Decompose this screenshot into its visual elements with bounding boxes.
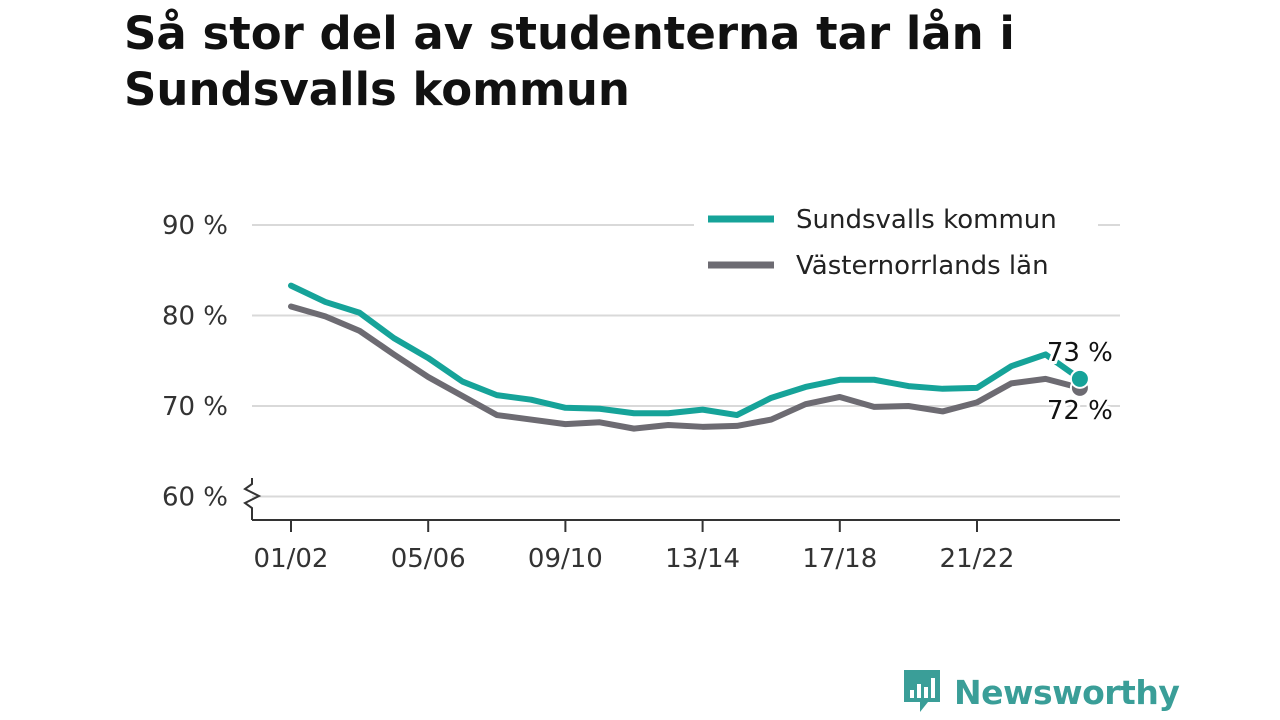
chart-title: Så stor del av studenterna tar lån i Sun… [124, 7, 1015, 116]
series-line-vasternorrlands-lan [288, 303, 1083, 432]
legend-label-vasternorrlands-lan: Västernorrlands län [796, 251, 1049, 281]
end-marker-sundsvalls-kommun [1069, 368, 1090, 389]
y-tick-label-80: 80 % [162, 302, 228, 332]
y-tick-label-90: 90 % [162, 211, 228, 241]
bar-chart-speech-bubble-icon [904, 670, 940, 712]
x-tick-label-09-10: 09/10 [528, 544, 603, 574]
axis-break-icon [243, 478, 262, 520]
legend-label-sundsvalls-kommun: Sundsvalls kommun [796, 205, 1057, 235]
series-line-sundsvalls-kommun [288, 282, 1083, 419]
x-axis [243, 478, 1120, 532]
legend: Sundsvalls kommun Västernorrlands län [694, 196, 1098, 292]
newsworthy-logo: Newsworthy [902, 670, 1180, 714]
x-tick-label-17-18: 17/18 [802, 544, 877, 574]
series-end-markers: 73 % 72 % [1044, 335, 1116, 429]
legend-background [694, 196, 1098, 292]
logo-text: Newsworthy [954, 672, 1180, 712]
end-label-vasternorrlands-lan: 72 % [1047, 396, 1113, 426]
series-lines [288, 282, 1083, 432]
x-tick-label-01-02: 01/02 [254, 544, 329, 574]
y-tick-label-70: 70 % [162, 392, 228, 422]
x-axis-tick-labels: 01/02 05/06 09/10 13/14 17/18 21/22 [254, 544, 1015, 574]
end-label-sundsvalls-kommun: 73 % [1047, 338, 1113, 368]
x-tick-label-13-14: 13/14 [665, 544, 740, 574]
x-tick-label-21-22: 21/22 [940, 544, 1015, 574]
y-tick-label-60: 60 % [162, 483, 228, 513]
y-axis-tick-labels: 60 % 70 % 80 % 90 % [162, 211, 228, 513]
x-tick-label-05-06: 05/06 [391, 544, 466, 574]
